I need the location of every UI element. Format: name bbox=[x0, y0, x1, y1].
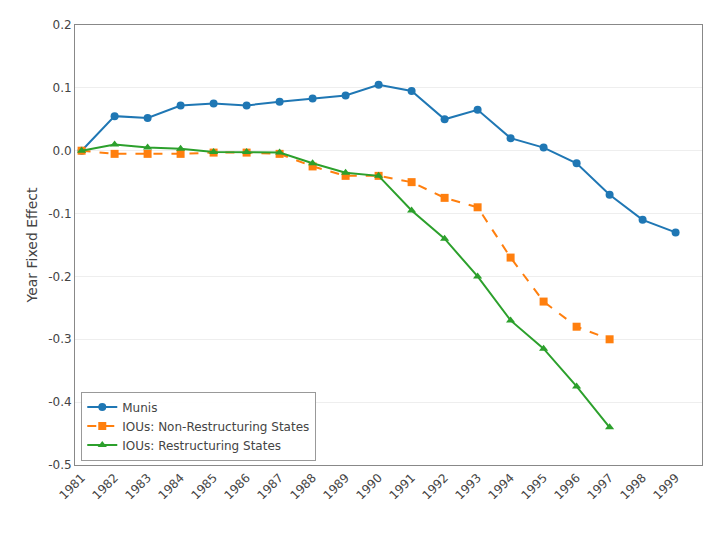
svg-text:Year Fixed Effect: Year Fixed Effect bbox=[24, 187, 40, 304]
svg-text:1990: 1990 bbox=[353, 471, 384, 502]
svg-text:-0.2: -0.2 bbox=[48, 270, 71, 284]
svg-text:1983: 1983 bbox=[122, 471, 153, 502]
svg-text:1995: 1995 bbox=[518, 471, 549, 502]
svg-text:0.0: 0.0 bbox=[53, 144, 72, 158]
svg-text:IOUs: Non-Restructuring States: IOUs: Non-Restructuring States bbox=[122, 420, 309, 434]
svg-text:1996: 1996 bbox=[551, 471, 582, 502]
svg-text:1997: 1997 bbox=[584, 471, 615, 502]
svg-text:1982: 1982 bbox=[89, 471, 120, 502]
svg-text:-0.1: -0.1 bbox=[48, 207, 71, 221]
svg-text:1986: 1986 bbox=[221, 471, 252, 502]
svg-text:1981: 1981 bbox=[56, 471, 87, 502]
svg-text:1998: 1998 bbox=[617, 471, 648, 502]
svg-text:1988: 1988 bbox=[287, 471, 318, 502]
svg-text:1984: 1984 bbox=[155, 471, 186, 502]
svg-text:0.2: 0.2 bbox=[53, 18, 72, 32]
svg-text:-0.4: -0.4 bbox=[48, 395, 71, 409]
svg-text:1992: 1992 bbox=[419, 471, 450, 502]
svg-text:0.1: 0.1 bbox=[53, 81, 72, 95]
svg-text:1994: 1994 bbox=[485, 471, 516, 502]
svg-text:-0.5: -0.5 bbox=[48, 458, 71, 472]
svg-text:1991: 1991 bbox=[386, 471, 417, 502]
svg-text:1999: 1999 bbox=[650, 471, 681, 502]
svg-text:IOUs: Restructuring States: IOUs: Restructuring States bbox=[122, 439, 281, 453]
svg-text:1985: 1985 bbox=[188, 471, 219, 502]
svg-text:-0.3: -0.3 bbox=[48, 332, 71, 346]
svg-text:1993: 1993 bbox=[452, 471, 483, 502]
svg-text:1987: 1987 bbox=[254, 471, 285, 502]
svg-text:Munis: Munis bbox=[122, 401, 157, 415]
svg-text:1989: 1989 bbox=[320, 471, 351, 502]
